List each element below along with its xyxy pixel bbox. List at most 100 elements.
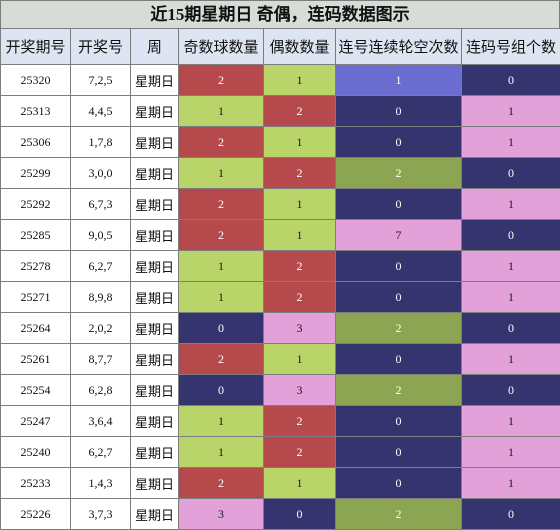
numbers-cell: 1,7,8 bbox=[71, 127, 131, 158]
consecutive-groups-cell: 1 bbox=[462, 468, 560, 499]
data-table: 开奖期号 开奖号 周 奇数球数量 偶数数量 连号连续轮空次数 连码号组个数 25… bbox=[0, 28, 560, 530]
consecutive-miss-cell: 0 bbox=[336, 282, 462, 313]
even-count-cell: 2 bbox=[264, 282, 336, 313]
odd-count-cell: 2 bbox=[179, 127, 264, 158]
even-count-cell: 2 bbox=[264, 251, 336, 282]
consecutive-miss-cell: 0 bbox=[336, 96, 462, 127]
consecutive-groups-cell: 1 bbox=[462, 96, 560, 127]
issue-cell: 25226 bbox=[1, 499, 71, 530]
consecutive-groups-cell: 1 bbox=[462, 406, 560, 437]
odd-count-cell: 1 bbox=[179, 96, 264, 127]
week-cell: 星期日 bbox=[131, 65, 179, 96]
consecutive-groups-cell: 1 bbox=[462, 282, 560, 313]
consecutive-groups-cell: 1 bbox=[462, 189, 560, 220]
numbers-cell: 6,2,7 bbox=[71, 251, 131, 282]
consecutive-miss-cell: 1 bbox=[336, 65, 462, 96]
issue-cell: 25254 bbox=[1, 375, 71, 406]
odd-count-cell: 2 bbox=[179, 189, 264, 220]
even-count-cell: 2 bbox=[264, 158, 336, 189]
column-header-week: 周 bbox=[131, 29, 179, 65]
week-cell: 星期日 bbox=[131, 437, 179, 468]
issue-cell: 25320 bbox=[1, 65, 71, 96]
issue-cell: 25271 bbox=[1, 282, 71, 313]
consecutive-miss-cell: 0 bbox=[336, 437, 462, 468]
consecutive-miss-cell: 2 bbox=[336, 158, 462, 189]
consecutive-miss-cell: 0 bbox=[336, 468, 462, 499]
numbers-cell: 6,2,8 bbox=[71, 375, 131, 406]
numbers-cell: 3,0,0 bbox=[71, 158, 131, 189]
consecutive-groups-cell: 1 bbox=[462, 127, 560, 158]
odd-count-cell: 0 bbox=[179, 313, 264, 344]
issue-cell: 25299 bbox=[1, 158, 71, 189]
numbers-cell: 7,2,5 bbox=[71, 65, 131, 96]
issue-cell: 25261 bbox=[1, 344, 71, 375]
week-cell: 星期日 bbox=[131, 375, 179, 406]
issue-cell: 25264 bbox=[1, 313, 71, 344]
numbers-cell: 1,4,3 bbox=[71, 468, 131, 499]
consecutive-miss-cell: 0 bbox=[336, 406, 462, 437]
week-cell: 星期日 bbox=[131, 251, 179, 282]
odd-count-cell: 1 bbox=[179, 282, 264, 313]
issue-cell: 25233 bbox=[1, 468, 71, 499]
odd-count-cell: 0 bbox=[179, 375, 264, 406]
issue-cell: 25306 bbox=[1, 127, 71, 158]
odd-count-cell: 3 bbox=[179, 499, 264, 530]
even-count-cell: 1 bbox=[264, 344, 336, 375]
week-cell: 星期日 bbox=[131, 96, 179, 127]
odd-count-cell: 2 bbox=[179, 65, 264, 96]
consecutive-miss-cell: 0 bbox=[336, 189, 462, 220]
issue-cell: 25313 bbox=[1, 96, 71, 127]
header-row: 开奖期号 开奖号 周 奇数球数量 偶数数量 连号连续轮空次数 连码号组个数 bbox=[1, 29, 560, 65]
week-cell: 星期日 bbox=[131, 344, 179, 375]
issue-cell: 25278 bbox=[1, 251, 71, 282]
issue-cell: 25292 bbox=[1, 189, 71, 220]
week-cell: 星期日 bbox=[131, 468, 179, 499]
consecutive-groups-cell: 0 bbox=[462, 375, 560, 406]
even-count-cell: 1 bbox=[264, 468, 336, 499]
odd-count-cell: 2 bbox=[179, 344, 264, 375]
issue-cell: 25240 bbox=[1, 437, 71, 468]
consecutive-groups-cell: 0 bbox=[462, 65, 560, 96]
numbers-cell: 2,0,2 bbox=[71, 313, 131, 344]
column-header-even-count: 偶数数量 bbox=[264, 29, 336, 65]
week-cell: 星期日 bbox=[131, 189, 179, 220]
consecutive-miss-cell: 0 bbox=[336, 251, 462, 282]
consecutive-miss-cell: 0 bbox=[336, 344, 462, 375]
even-count-cell: 0 bbox=[264, 499, 336, 530]
odd-count-cell: 1 bbox=[179, 158, 264, 189]
even-count-cell: 2 bbox=[264, 437, 336, 468]
numbers-cell: 4,4,5 bbox=[71, 96, 131, 127]
week-cell: 星期日 bbox=[131, 313, 179, 344]
even-count-cell: 2 bbox=[264, 96, 336, 127]
week-cell: 星期日 bbox=[131, 158, 179, 189]
consecutive-groups-cell: 1 bbox=[462, 344, 560, 375]
odd-count-cell: 1 bbox=[179, 406, 264, 437]
column-header-odd-count: 奇数球数量 bbox=[179, 29, 264, 65]
numbers-cell: 9,0,5 bbox=[71, 220, 131, 251]
odd-count-cell: 1 bbox=[179, 437, 264, 468]
consecutive-miss-cell: 2 bbox=[336, 375, 462, 406]
issue-cell: 25285 bbox=[1, 220, 71, 251]
even-count-cell: 3 bbox=[264, 375, 336, 406]
odd-count-cell: 2 bbox=[179, 220, 264, 251]
week-cell: 星期日 bbox=[131, 282, 179, 313]
odd-count-cell: 1 bbox=[179, 251, 264, 282]
even-count-cell: 1 bbox=[264, 220, 336, 251]
consecutive-groups-cell: 0 bbox=[462, 158, 560, 189]
numbers-cell: 6,7,3 bbox=[71, 189, 131, 220]
week-cell: 星期日 bbox=[131, 499, 179, 530]
even-count-cell: 1 bbox=[264, 65, 336, 96]
